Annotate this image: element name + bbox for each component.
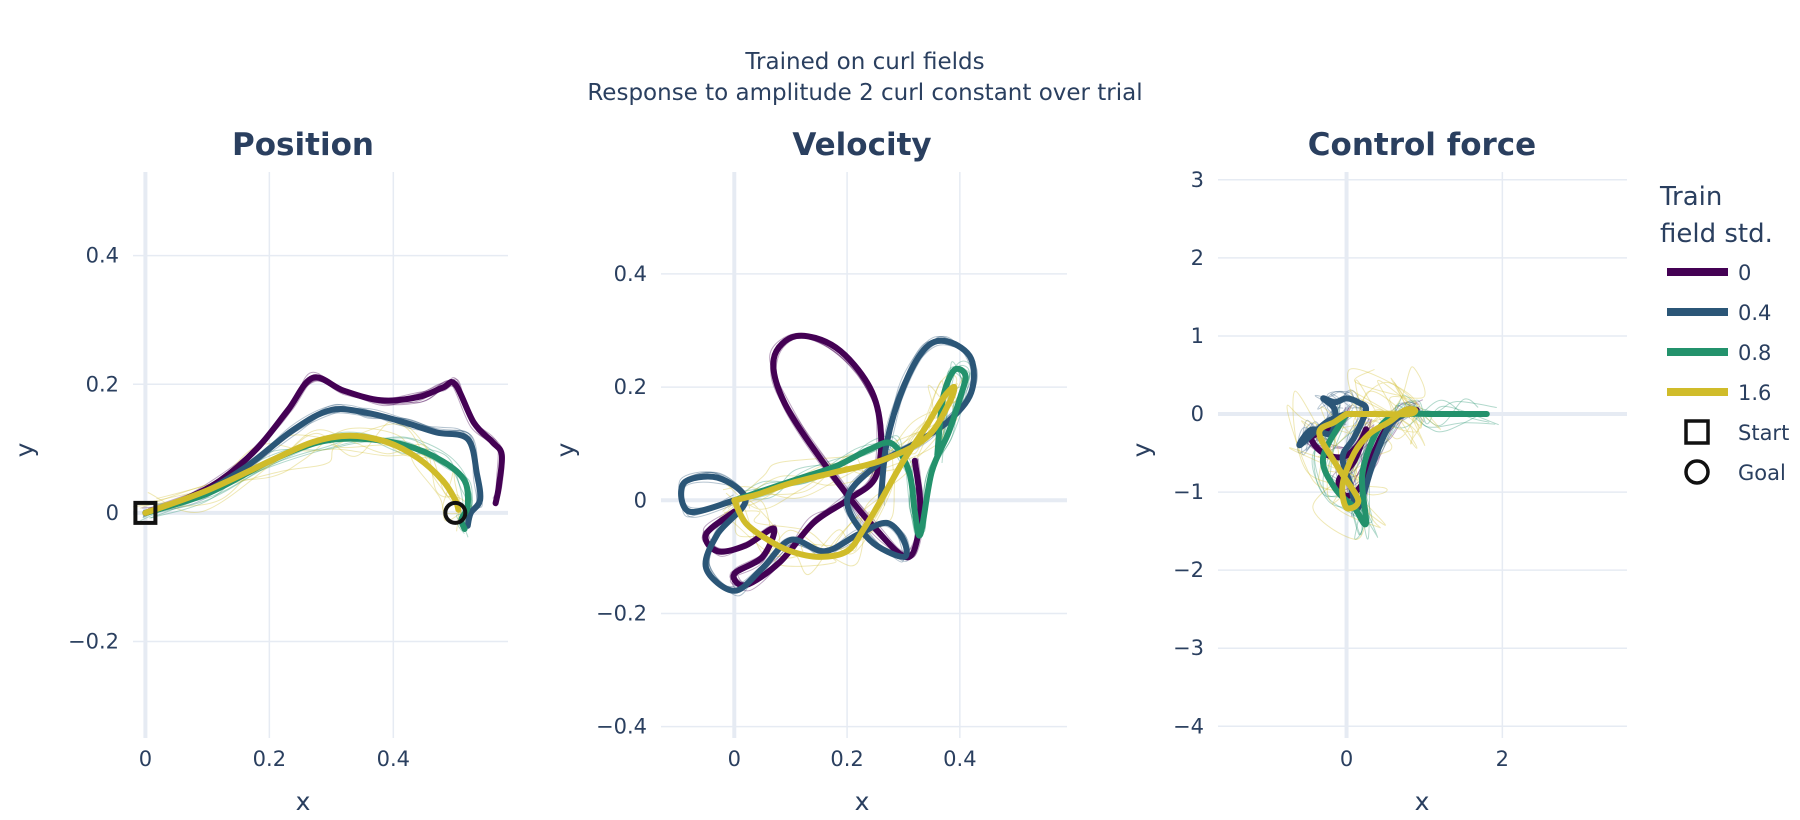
- velocity-y-axis-title: y: [551, 442, 580, 457]
- velocity-mean-trace-0.8: [731, 365, 969, 539]
- position-grid: [133, 172, 508, 738]
- control-force-y-tick-label: 0: [1191, 402, 1204, 426]
- position-x-tick-label: 0: [139, 747, 152, 771]
- position-mean-trace-0: [142, 374, 505, 516]
- legend-label-goal: Goal: [1738, 461, 1786, 485]
- velocity-y-tick-label: 0: [634, 488, 647, 512]
- legend-title-line2: field std.: [1660, 219, 1773, 249]
- velocity-ticks: 0 0.2 0.4 −0.4 −0.2 0 0.2 0.4: [596, 262, 977, 771]
- legend-label-0: 0: [1738, 261, 1751, 285]
- control-force-y-tick-label: 3: [1191, 168, 1204, 192]
- control-force-y-tick-label: −3: [1173, 636, 1204, 660]
- position-mean-trace-1.6: [142, 432, 462, 516]
- control-force-y-tick-label: −2: [1173, 558, 1204, 582]
- legend-label-0.4: 0.4: [1738, 301, 1771, 325]
- position-y-tick-label: 0: [106, 501, 119, 525]
- velocity-y-tick-label: −0.4: [596, 715, 647, 739]
- position-y-tick-label: 0.2: [86, 372, 119, 396]
- position-mean-trace-0.4: [142, 406, 484, 529]
- control-force-y-tick-label: 2: [1191, 246, 1204, 270]
- position-x-tick-label: 0.2: [253, 747, 286, 771]
- position-traces: [133, 371, 505, 538]
- control-force-trial-trace-1.6: [1289, 368, 1423, 505]
- velocity-grid: [661, 172, 1067, 738]
- control-force-y-axis-title: y: [1127, 442, 1156, 457]
- figure-title-line1: Trained on curl fields: [744, 49, 984, 75]
- goal-marker: [443, 500, 468, 525]
- figure-title-line2: Response to amplitude 2 curl constant ov…: [587, 80, 1142, 106]
- velocity-x-tick-label: 0: [728, 747, 741, 771]
- control-force-panel: Control force 0 2 −4 −3 −2 −1 0 1 2 3 x y: [1127, 127, 1627, 816]
- control-force-ticks: 0 2 −4 −3 −2 −1 0 1 2 3: [1173, 168, 1509, 771]
- control-force-y-tick-label: −1: [1173, 480, 1204, 504]
- velocity-x-tick-label: 0.2: [830, 747, 863, 771]
- position-panel-title: Position: [232, 127, 374, 163]
- velocity-x-tick-label: 0.4: [943, 747, 976, 771]
- control-force-x-tick-label: 0: [1340, 747, 1353, 771]
- velocity-y-tick-label: −0.2: [596, 601, 647, 625]
- position-y-axis-title: y: [10, 442, 39, 457]
- position-panel: Position 0 0.2 0.4 −0.2 0 0.2 0.4 x y: [10, 127, 508, 816]
- control-force-mean-trace-0.8: [1319, 410, 1490, 528]
- position-trial-trace-1.6: [156, 434, 463, 515]
- velocity-mean-trace-1.6: [731, 384, 958, 560]
- control-force-mean-trace-0.4: [1296, 395, 1420, 512]
- velocity-traces: [678, 332, 979, 597]
- legend: Train field std. 0 0.4 0.8 1.6 Start Goal: [1659, 182, 1789, 485]
- control-force-trial-trace-0.8: [1311, 399, 1499, 536]
- control-force-trial-trace-1.6: [1292, 390, 1424, 496]
- control-force-panel-title: Control force: [1308, 127, 1536, 163]
- position-markers: [133, 500, 468, 525]
- control-force-y-tick-label: 1: [1191, 324, 1204, 348]
- velocity-panel-title: Velocity: [792, 127, 931, 163]
- position-ticks: 0 0.2 0.4 −0.2 0 0.2 0.4: [68, 244, 410, 771]
- position-y-tick-label: −0.2: [68, 630, 119, 654]
- legend-label-1.6: 1.6: [1738, 381, 1771, 405]
- position-x-axis-title: x: [296, 787, 311, 816]
- control-force-traces: [1286, 366, 1499, 540]
- velocity-panel: Velocity 0 0.2 0.4 −0.4 −0.2 0 0.2 0.4 x y: [551, 127, 1067, 816]
- legend-title-line1: Train: [1659, 182, 1722, 212]
- legend-goal-symbol: [1684, 459, 1710, 485]
- legend-items: 0 0.4 0.8 1.6 Start Goal: [1667, 261, 1789, 485]
- velocity-mean-trace-0: [702, 332, 924, 589]
- legend-start-symbol: [1684, 419, 1710, 445]
- control-force-mean-trace-1.6: [1316, 406, 1419, 512]
- start-marker: [133, 500, 158, 525]
- legend-label-start: Start: [1738, 421, 1789, 445]
- position-x-tick-label: 0.4: [377, 747, 410, 771]
- control-force-x-tick-label: 2: [1496, 747, 1509, 771]
- control-force-trial-trace-1.6: [1286, 379, 1418, 491]
- control-force-x-axis-title: x: [1415, 787, 1430, 816]
- velocity-x-axis-title: x: [855, 787, 870, 816]
- position-y-tick-label: 0.4: [86, 244, 119, 268]
- control-force-y-tick-label: −4: [1173, 714, 1204, 738]
- legend-label-0.8: 0.8: [1738, 341, 1771, 365]
- velocity-y-tick-label: 0.4: [614, 262, 647, 286]
- velocity-y-tick-label: 0.2: [614, 375, 647, 399]
